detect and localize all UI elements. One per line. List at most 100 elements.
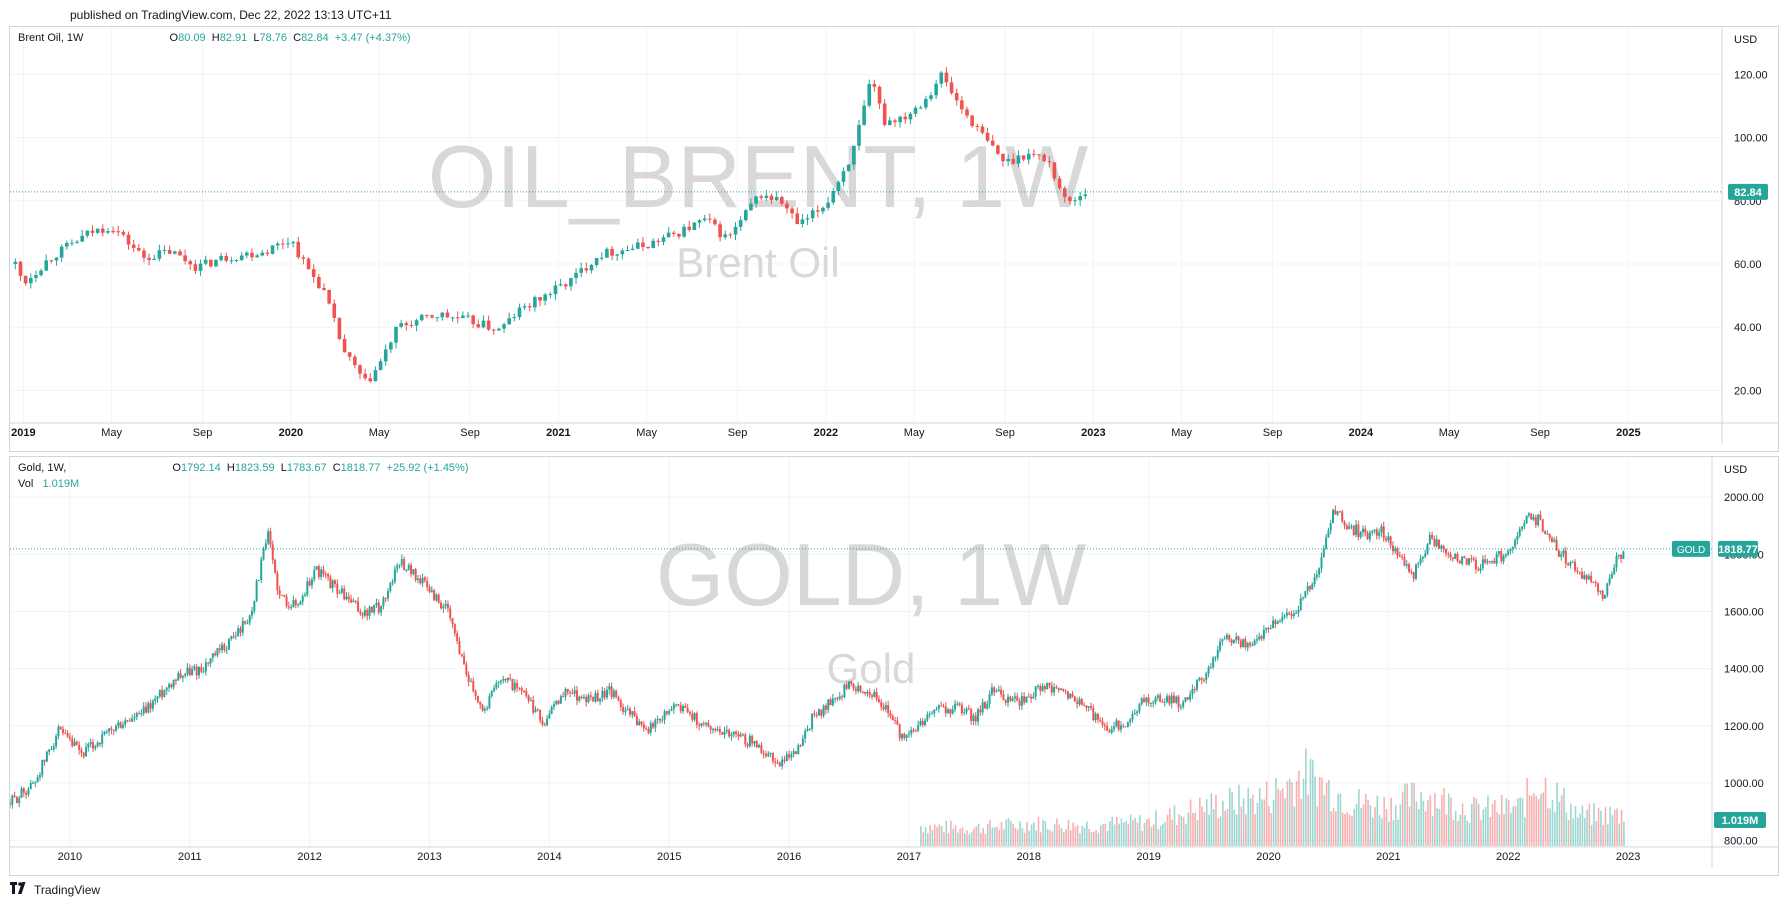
candle-body: [297, 604, 300, 606]
candle-body: [1583, 575, 1586, 579]
candle-body: [1205, 673, 1208, 680]
candle-body: [188, 261, 193, 265]
candle-body: [930, 713, 933, 715]
candle-body: [677, 704, 680, 706]
last-price-tag: [1718, 540, 1758, 557]
candle-body: [306, 581, 309, 595]
candle-body: [711, 728, 714, 730]
candle-body: [68, 736, 71, 739]
candle-body: [1089, 706, 1092, 709]
volume-bar: [1616, 808, 1618, 846]
volume-bar: [1231, 792, 1233, 846]
candle-body: [214, 259, 218, 267]
candle-body: [1447, 553, 1450, 555]
candle-body: [476, 695, 479, 703]
volume-bar: [1288, 778, 1291, 846]
volume-bar: [1293, 806, 1296, 846]
volume-bar: [1097, 832, 1100, 846]
candle-body: [894, 720, 897, 722]
candle-body: [1410, 571, 1413, 573]
candle-body: [292, 599, 295, 607]
volume-bar: [1201, 806, 1203, 846]
volume-bar: [1076, 825, 1079, 846]
candle-body: [25, 792, 28, 795]
gold-chart[interactable]: 800.001000.001200.001400.001600.001800.0…: [10, 457, 1778, 875]
candle-body: [935, 708, 938, 710]
volume-bar: [1383, 797, 1386, 846]
candle-body: [688, 712, 691, 714]
candle-body: [1071, 693, 1074, 697]
candle-body: [179, 673, 182, 678]
candle-body: [458, 641, 461, 655]
candle-body: [407, 565, 410, 570]
candle-body: [608, 686, 611, 690]
candle-body: [605, 248, 609, 258]
volume-bar: [1159, 825, 1162, 846]
volume-tag: [1714, 812, 1766, 828]
volume-bar: [1530, 795, 1533, 846]
candle-body: [1555, 539, 1558, 551]
candle-body: [1474, 559, 1477, 570]
candle-body: [820, 709, 823, 716]
candle-body: [1438, 539, 1441, 549]
candle-body: [453, 624, 456, 634]
candle-body: [891, 716, 894, 721]
candle-body: [967, 708, 970, 710]
candle-body: [692, 222, 697, 231]
candle-body: [529, 700, 532, 702]
candle-body: [1576, 570, 1579, 572]
volume-bar: [1593, 803, 1595, 846]
candle-body: [428, 587, 431, 592]
candle-body: [354, 600, 357, 602]
tradingview-logo-icon[interactable]: [10, 882, 30, 897]
candle-body: [219, 256, 223, 260]
candle-body: [799, 745, 802, 747]
candle-body: [45, 751, 48, 762]
candle-body: [610, 686, 613, 698]
candle-body: [1235, 636, 1238, 640]
candle-body: [751, 735, 754, 744]
candle-body: [1394, 548, 1397, 552]
candle-body: [248, 615, 251, 624]
candle-body: [162, 249, 167, 251]
candle-body: [269, 531, 272, 545]
gold-chart-pane[interactable]: 800.001000.001200.001400.001600.001800.0…: [9, 456, 1779, 876]
candle-body: [1225, 635, 1228, 639]
candle-body: [1463, 556, 1466, 559]
candle-body: [630, 248, 635, 251]
volume-bar: [1524, 817, 1526, 846]
candle-body: [1096, 713, 1099, 720]
candle-body: [1511, 546, 1514, 549]
candle-body: [944, 72, 949, 83]
volume-bar: [1102, 823, 1104, 846]
y-tick-label: 1600.00: [1724, 606, 1764, 618]
volume-bar: [1487, 795, 1489, 846]
candle-body: [947, 709, 950, 714]
candle-body: [558, 284, 563, 286]
candle-body: [649, 723, 652, 733]
volume-bar: [1434, 792, 1436, 846]
candle-body: [511, 678, 514, 690]
candle-body: [774, 196, 779, 200]
volume-bar: [952, 828, 954, 846]
candle-body: [882, 103, 887, 126]
candle-body: [270, 245, 275, 254]
volume-bar: [1422, 800, 1425, 846]
candle-body: [1251, 645, 1254, 647]
candle-body: [255, 255, 259, 258]
candle-body: [1285, 612, 1288, 616]
volume-bar: [1609, 806, 1611, 846]
candle-body: [836, 698, 839, 700]
brent-oil-chart-pane[interactable]: 20.00 40.00 60.00 80.00 100.00 120.00 2019 May S…: [9, 26, 1779, 452]
candle-body: [990, 140, 995, 146]
y-tick-label: 1400.00: [1724, 664, 1764, 676]
footer-brand[interactable]: TradingView: [34, 882, 101, 897]
volume-bar: [1030, 824, 1033, 846]
candle-body: [1497, 551, 1500, 555]
candle-body: [412, 569, 415, 575]
candle-body: [896, 720, 899, 725]
candle-body: [209, 658, 212, 664]
volume-bar: [996, 826, 998, 846]
candle-body: [1592, 581, 1595, 583]
